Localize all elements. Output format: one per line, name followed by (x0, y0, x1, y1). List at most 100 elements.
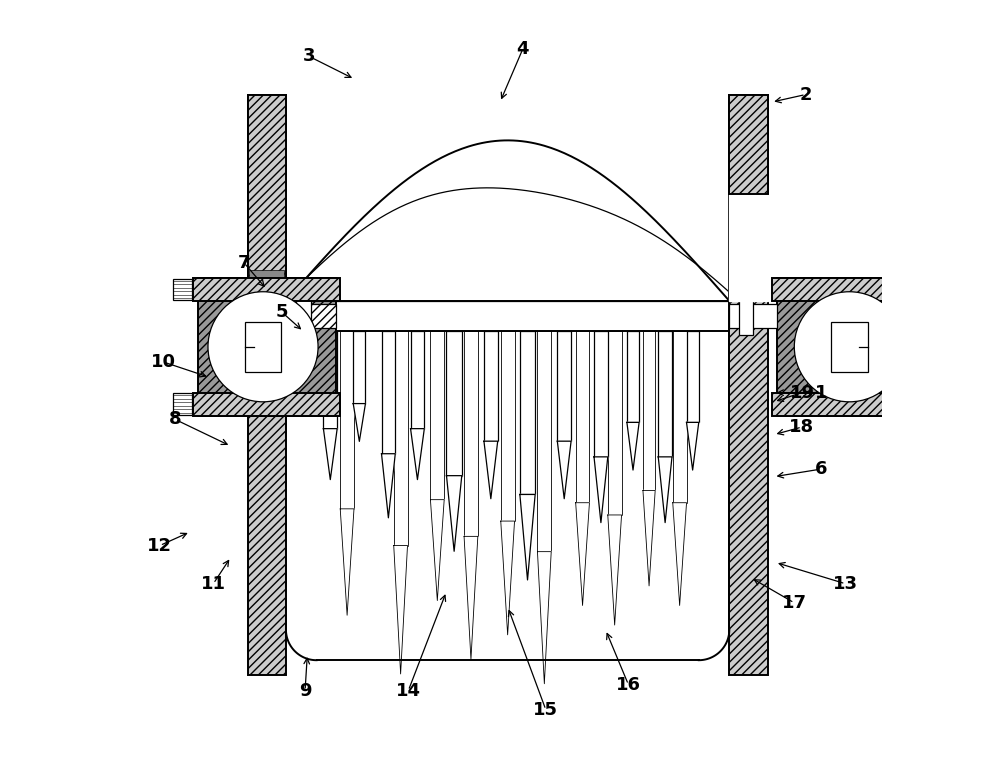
Bar (446, 332, 462, 476)
Bar (729, 95, 768, 301)
Polygon shape (520, 494, 535, 580)
Polygon shape (658, 457, 672, 523)
Polygon shape (323, 429, 337, 480)
Text: 6: 6 (815, 460, 827, 478)
Bar (772, 278, 919, 301)
Bar (576, 332, 589, 503)
Bar (198, 278, 336, 416)
Bar (557, 332, 571, 441)
Bar (248, 95, 286, 675)
Bar (673, 332, 687, 503)
Circle shape (208, 292, 318, 402)
Bar (537, 332, 551, 551)
Bar (248, 95, 286, 301)
Polygon shape (353, 403, 365, 441)
Polygon shape (501, 521, 515, 634)
Polygon shape (576, 503, 589, 605)
Bar (772, 393, 919, 416)
Bar (382, 332, 395, 454)
Bar (296, 298, 311, 334)
Bar (729, 95, 768, 675)
Text: 17: 17 (782, 594, 807, 612)
Text: 5: 5 (276, 303, 288, 321)
Bar (193, 393, 340, 416)
Bar (173, 279, 192, 300)
Polygon shape (286, 140, 729, 301)
Bar (286, 301, 729, 332)
Bar (777, 278, 914, 416)
Polygon shape (537, 551, 551, 684)
Circle shape (794, 292, 904, 402)
Bar (520, 332, 535, 494)
Polygon shape (394, 545, 408, 674)
Bar (249, 270, 284, 300)
Polygon shape (464, 537, 478, 659)
Text: 1: 1 (815, 383, 827, 402)
Bar (248, 95, 286, 301)
Bar (245, 322, 281, 372)
Bar (323, 332, 337, 429)
Text: 12: 12 (147, 537, 172, 554)
Bar (920, 393, 940, 415)
Bar (286, 304, 336, 329)
Text: 13: 13 (833, 574, 858, 593)
Polygon shape (627, 423, 639, 470)
Polygon shape (382, 454, 395, 517)
Text: 19: 19 (789, 383, 814, 402)
Bar (643, 332, 655, 490)
Bar (777, 278, 914, 416)
Polygon shape (430, 500, 444, 601)
Polygon shape (594, 457, 608, 523)
Polygon shape (608, 515, 622, 625)
Bar (430, 332, 444, 500)
Bar (501, 332, 515, 521)
Polygon shape (446, 476, 462, 551)
Bar (193, 278, 340, 301)
Bar (729, 304, 777, 329)
Bar (729, 95, 768, 675)
Text: 8: 8 (169, 410, 181, 428)
Text: 18: 18 (789, 418, 815, 436)
Bar (739, 298, 753, 334)
Bar (198, 278, 336, 416)
Bar (658, 332, 672, 457)
Text: 2: 2 (800, 85, 812, 103)
Bar (464, 332, 478, 537)
Bar (729, 95, 768, 301)
Bar (772, 393, 919, 416)
Bar (920, 279, 940, 300)
Text: 16: 16 (616, 675, 641, 694)
Bar (249, 270, 284, 300)
Bar (173, 393, 192, 415)
Polygon shape (340, 509, 354, 615)
Bar (687, 332, 699, 423)
Polygon shape (484, 441, 498, 499)
Bar (608, 332, 622, 515)
Bar (729, 95, 768, 194)
Polygon shape (286, 95, 729, 660)
Bar (193, 393, 340, 416)
Bar (731, 270, 766, 300)
Polygon shape (687, 423, 699, 470)
Text: 4: 4 (517, 39, 529, 58)
Bar (193, 278, 340, 301)
Bar (772, 278, 919, 301)
Bar (353, 332, 365, 403)
Bar (248, 95, 286, 675)
Bar (627, 332, 639, 423)
Bar (394, 332, 408, 545)
Text: 9: 9 (299, 681, 311, 700)
Text: 11: 11 (201, 574, 226, 593)
Text: 14: 14 (396, 681, 421, 700)
Polygon shape (411, 429, 424, 480)
Polygon shape (673, 503, 687, 605)
Bar (484, 332, 498, 441)
Text: 10: 10 (151, 353, 176, 371)
Bar (731, 270, 766, 300)
Bar (411, 332, 424, 429)
Polygon shape (643, 490, 655, 586)
Bar (729, 95, 768, 194)
Polygon shape (557, 441, 571, 499)
Bar (340, 332, 354, 509)
Polygon shape (729, 194, 768, 301)
